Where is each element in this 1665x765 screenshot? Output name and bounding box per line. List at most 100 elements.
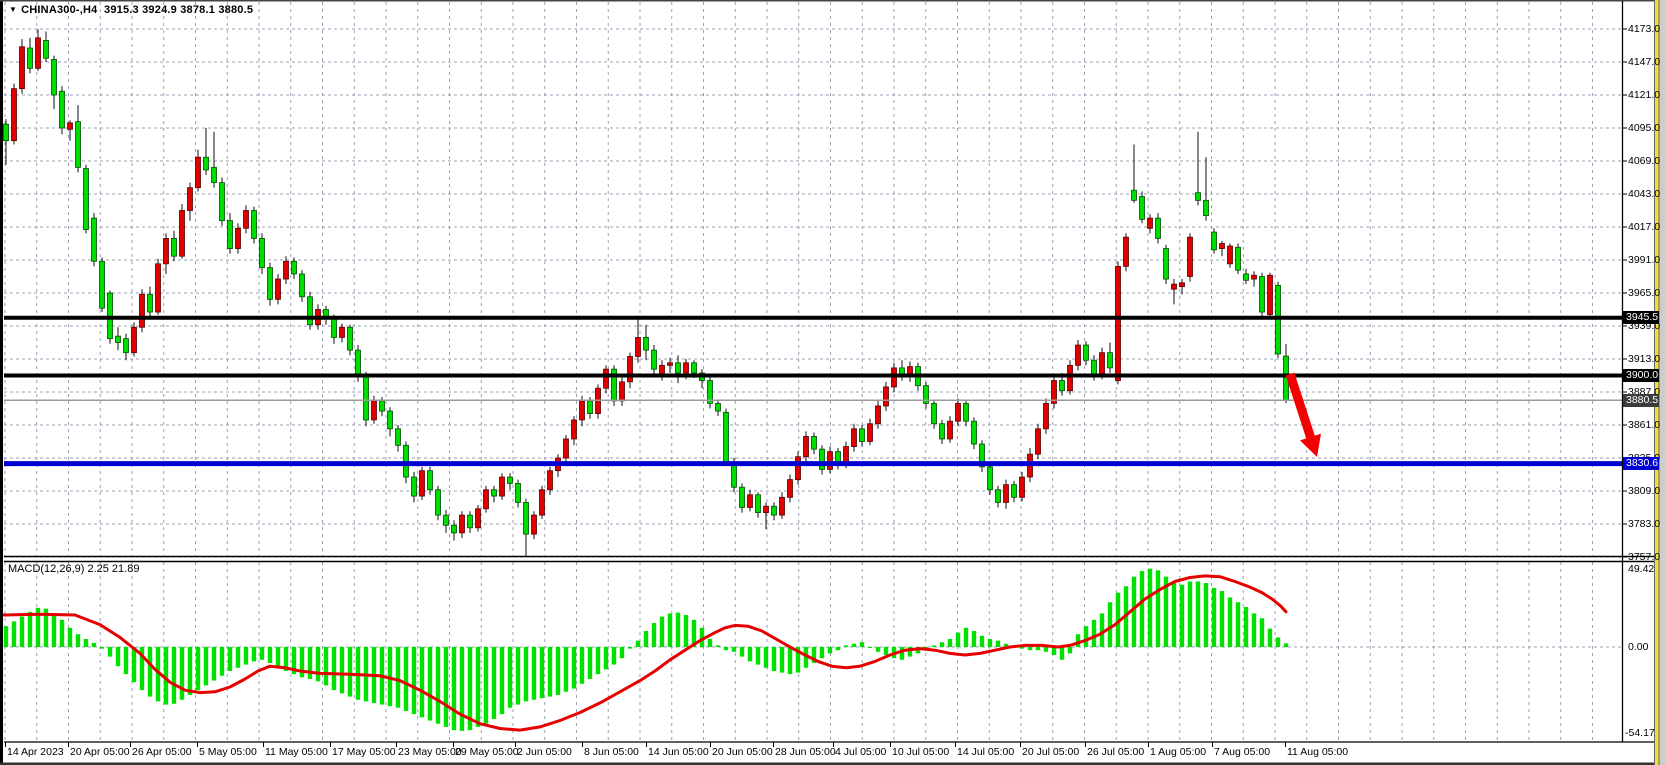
symbol-name: CHINA300-,H4 xyxy=(21,4,98,16)
candle xyxy=(3,123,9,142)
macd-bar xyxy=(1139,571,1145,647)
candle xyxy=(1163,248,1169,280)
candle xyxy=(331,317,337,338)
candle xyxy=(123,338,129,354)
candle xyxy=(819,448,825,470)
macd-bar xyxy=(1171,583,1177,647)
candle xyxy=(59,90,65,129)
macd-bar xyxy=(971,631,977,647)
candle xyxy=(723,411,729,463)
macd-bar xyxy=(739,647,745,657)
candle xyxy=(507,476,513,484)
macd-bar xyxy=(451,647,457,731)
candle xyxy=(667,362,673,366)
macd-bar xyxy=(835,647,841,651)
price-level-chip-3880.5: 3880.5 xyxy=(1623,393,1659,407)
candle xyxy=(91,217,97,262)
candle xyxy=(395,428,401,446)
macd-bar xyxy=(651,623,657,647)
macd-bar xyxy=(515,647,521,705)
candle xyxy=(491,489,497,497)
candle xyxy=(1099,352,1105,376)
candle xyxy=(1195,192,1201,201)
price-tick-label: 3991.0 xyxy=(1628,253,1661,266)
macd-bar xyxy=(771,647,777,671)
time-tick-label: 7 Aug 05:00 xyxy=(1214,746,1271,758)
candle xyxy=(1011,484,1017,498)
symbol-dropdown-icon[interactable]: ▼ xyxy=(9,5,18,14)
macd-bar xyxy=(219,647,225,676)
candle xyxy=(411,476,417,497)
macd-bar xyxy=(747,647,753,662)
macd-bar xyxy=(475,647,481,727)
macd-bar xyxy=(259,647,265,660)
candle xyxy=(1243,273,1249,281)
candle xyxy=(779,496,785,516)
candle xyxy=(531,514,537,535)
macd-bar xyxy=(187,647,193,695)
candle xyxy=(283,260,289,280)
macd-bar xyxy=(507,647,513,708)
macd-bar xyxy=(987,639,993,647)
candle xyxy=(75,121,81,168)
candle xyxy=(1043,403,1049,430)
candle xyxy=(563,438,569,459)
macd-bar xyxy=(35,607,41,647)
macd-bar xyxy=(1275,637,1281,647)
price-tick-label: 4121.0 xyxy=(1628,88,1661,101)
macd-bar xyxy=(595,647,601,675)
window-edge-accent xyxy=(1655,0,1659,765)
macd-bar xyxy=(171,647,177,704)
candle xyxy=(547,470,553,491)
candle xyxy=(635,337,641,357)
candle xyxy=(291,260,297,275)
macd-bar xyxy=(899,647,905,660)
macd-bar xyxy=(883,647,889,655)
price-tick-label: 3965.0 xyxy=(1628,286,1661,299)
candle xyxy=(227,220,233,249)
candle xyxy=(995,489,1001,503)
macd-bar xyxy=(555,647,561,695)
time-tick-label: 14 Apr 2023 xyxy=(7,746,64,758)
macd-bar xyxy=(107,647,113,657)
macd-bar xyxy=(227,647,233,671)
macd-bar xyxy=(419,647,425,718)
macd-signal-line xyxy=(2,574,1288,732)
macd-bar xyxy=(483,647,489,724)
time-tick-label: 11 May 05:00 xyxy=(265,746,328,758)
macd-bar xyxy=(443,647,449,727)
price-level-chip-3830.6: 3830.6 xyxy=(1623,457,1659,471)
red-down-arrow xyxy=(1285,372,1321,457)
macd-bar xyxy=(995,640,1001,647)
macd-bar xyxy=(395,647,401,708)
macd-bar xyxy=(811,647,817,663)
macd-bar xyxy=(955,632,961,647)
candle xyxy=(1227,245,1233,265)
macd-bar xyxy=(619,647,625,659)
time-tick-label: 5 May 05:00 xyxy=(199,746,257,758)
macd-bar xyxy=(283,647,289,671)
macd-bar xyxy=(979,635,985,647)
macd-bar xyxy=(579,647,585,684)
candle xyxy=(131,326,137,354)
time-tick-label: 20 Jul 05:00 xyxy=(1022,746,1080,758)
candle xyxy=(235,227,241,249)
macd-bar xyxy=(115,647,121,667)
candle xyxy=(347,326,353,351)
candle xyxy=(1067,364,1073,392)
macd-bar xyxy=(787,647,793,675)
candle xyxy=(115,335,121,343)
candle xyxy=(811,436,817,450)
macd-bar xyxy=(1051,647,1057,655)
macd-bar xyxy=(1083,626,1089,647)
macd-bar xyxy=(1027,647,1033,651)
macd-bar xyxy=(1107,602,1113,647)
candle xyxy=(355,349,361,376)
macd-bar xyxy=(1003,643,1009,647)
candle xyxy=(1019,476,1025,498)
candle xyxy=(955,403,961,422)
candle xyxy=(1003,484,1009,503)
candle xyxy=(83,168,89,230)
macd-bar xyxy=(627,647,633,649)
